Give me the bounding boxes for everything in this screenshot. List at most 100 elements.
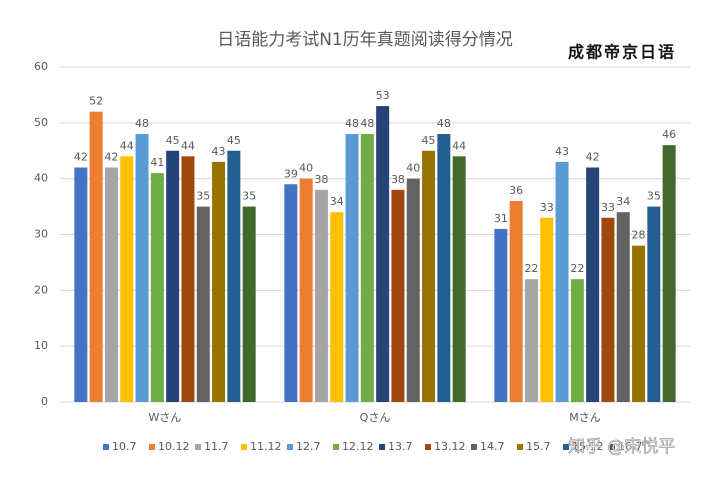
bar [376,106,390,402]
bar [330,212,344,402]
bar [166,150,180,402]
x-tick-label: Qさん [360,411,391,424]
data-label: 40 [299,162,313,175]
data-label: 38 [391,173,405,186]
data-label: 36 [509,184,523,197]
y-tick-label: 30 [34,228,48,241]
bar [540,217,554,402]
data-label: 39 [284,167,298,180]
legend-swatch [241,444,247,450]
bar [586,167,600,402]
data-label: 22 [570,262,584,275]
y-tick-label: 0 [41,395,48,408]
bar [391,189,405,402]
legend-label: 10.12 [158,440,190,453]
bar [120,156,134,402]
data-label: 43 [555,145,569,158]
legend-label: 11.12 [250,440,282,453]
legend-swatch [609,444,615,450]
data-label: 42 [74,151,88,164]
legend-label: 15.7 [526,440,551,453]
y-tick-label: 10 [34,339,48,352]
data-label: 43 [212,145,226,158]
data-label: 35 [242,190,256,203]
legend-swatch [333,444,339,450]
data-label: 45 [422,134,436,147]
legend-label: 11.7 [204,440,229,453]
bar [647,206,661,402]
legend-swatch [195,444,201,450]
legend-label: 16.7 [618,440,643,453]
bar [212,161,226,402]
data-label: 53 [376,89,390,102]
x-tick-label: Mさん [569,411,601,424]
bar [452,156,466,402]
bar [242,206,256,402]
data-label: 34 [616,195,630,208]
data-label: 38 [314,173,328,186]
legend-label: 12.12 [342,440,374,453]
bar [406,178,420,402]
data-label: 42 [586,151,600,164]
data-label: 48 [437,117,451,130]
data-label: 22 [524,262,538,275]
data-label: 46 [662,128,676,141]
bar [181,156,195,402]
y-tick-label: 50 [34,116,48,129]
data-label: 34 [330,195,344,208]
bar [570,279,584,402]
bar [104,167,118,402]
legend-swatch [149,444,155,450]
legend-swatch [379,444,385,450]
logo: 成都帝京日语 [568,43,676,62]
legend-swatch [425,444,431,450]
data-label: 44 [181,139,195,152]
legend-swatch [517,444,523,450]
legend-label: 15.12 [572,440,604,453]
data-label: 40 [406,162,420,175]
bar [299,178,313,402]
bar [616,212,630,402]
data-label: 52 [89,95,103,108]
data-label: 45 [227,134,241,147]
x-tick-label: Wさん [149,411,182,424]
bar [437,134,451,402]
bar [74,167,88,402]
legend-label: 12.7 [296,440,321,453]
data-label: 48 [345,117,359,130]
y-tick-label: 20 [34,283,48,296]
legend-swatch [103,444,109,450]
data-label: 42 [104,151,118,164]
chart-title: 日语能力考试N1历年真题阅读得分情况 [217,30,513,50]
bar [135,134,149,402]
data-label: 44 [452,139,466,152]
data-label: 48 [360,117,374,130]
bar [360,134,374,402]
bar [89,111,103,403]
y-tick-label: 60 [34,60,48,73]
bar [345,134,359,402]
data-label: 33 [601,201,615,214]
legend-swatch [563,444,569,450]
data-label: 41 [150,156,164,169]
data-label: 33 [540,201,554,214]
data-label: 28 [632,229,646,242]
data-label: 48 [135,117,149,130]
bar [227,150,241,402]
bar [632,245,646,402]
legend-label: 14.7 [480,440,505,453]
bar [494,228,508,402]
bar [196,206,210,402]
bar [662,145,676,402]
watermark: 知乎 @宋悦平 [568,437,675,457]
data-label: 35 [647,190,661,203]
bar [509,201,523,402]
bar [314,189,328,402]
bar [555,161,569,402]
data-label: 44 [120,139,134,152]
legend-label: 13.12 [434,440,466,453]
data-label: 35 [196,190,210,203]
bar [601,217,615,402]
bar [422,150,436,402]
legend-label: 13.7 [388,440,413,453]
